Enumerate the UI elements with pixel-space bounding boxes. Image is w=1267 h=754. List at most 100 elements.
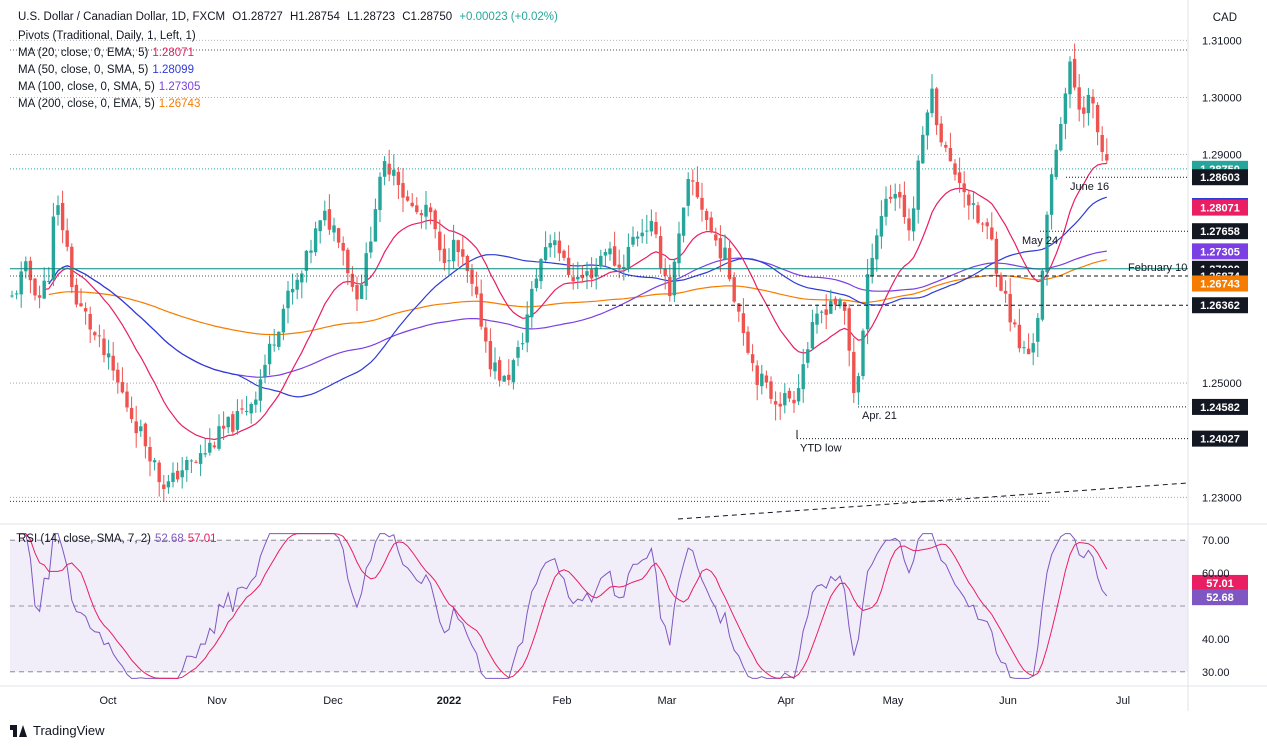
candle-body <box>806 349 810 363</box>
candle-body <box>235 411 240 430</box>
candle-body <box>677 233 681 264</box>
candle-body <box>24 261 28 272</box>
candle-body <box>1022 347 1026 349</box>
candle-body <box>350 273 355 287</box>
candle-body <box>129 408 134 420</box>
price-tick-label: 1.23000 <box>1202 492 1242 504</box>
candle-body <box>815 313 819 325</box>
candle-body <box>97 335 102 337</box>
candle-body <box>1063 93 1068 124</box>
legend-sma100-label: MA (100, close, 0, SMA, 5) <box>18 81 155 93</box>
rsi-legend[interactable]: RSI (14, close, SMA, 7, 2) 52.68 57.01 <box>18 531 217 548</box>
candle-body <box>557 240 562 254</box>
candle-body <box>83 308 88 312</box>
candle-body <box>56 205 60 215</box>
legend-ema20-label: MA (20, close, 0, EMA, 5) <box>18 47 149 59</box>
candle-body <box>907 218 911 231</box>
candle-body <box>392 169 396 176</box>
candle-body <box>1105 154 1109 161</box>
time-axis-label: Jun <box>999 695 1017 707</box>
candle-body <box>185 460 189 471</box>
candle-body <box>139 426 143 432</box>
candle-body <box>479 293 483 327</box>
candle-body <box>608 248 612 255</box>
price-tick-label: 1.29000 <box>1202 150 1242 162</box>
legend-ema20[interactable]: MA (20, close, 0, EMA, 5) 1.28071 <box>18 45 200 62</box>
candle-body <box>879 216 884 237</box>
legend-sma50-value: 1.28099 <box>152 64 194 76</box>
candle-body <box>635 236 640 239</box>
candle-body <box>663 268 667 276</box>
price-label-text: 1.24582 <box>1200 402 1240 414</box>
candle-body <box>727 248 732 280</box>
candle-body <box>212 445 217 448</box>
candle-body <box>180 470 184 478</box>
candle-body <box>884 198 888 217</box>
candle-body <box>217 426 221 449</box>
candle-body <box>562 250 566 258</box>
candle-body <box>175 470 180 480</box>
candle-body <box>318 220 322 232</box>
candle-body <box>346 249 350 274</box>
symbol-title: U.S. Dollar / Canadian Dollar, 1D, FXCM <box>18 11 226 23</box>
candle-body <box>465 256 470 272</box>
candle-body <box>723 247 727 260</box>
candle-body <box>957 172 962 183</box>
candle-body <box>461 249 465 257</box>
candle-body <box>700 197 704 210</box>
candle-body <box>553 240 557 246</box>
indicator-legend: Pivots (Traditional, Daily, 1, Left, 1) … <box>18 28 200 113</box>
candle-body <box>309 250 313 253</box>
candle-body <box>888 196 893 199</box>
candle-body <box>1077 87 1081 110</box>
candle-body <box>267 343 272 365</box>
candle-body <box>778 403 782 407</box>
candle-body <box>810 322 815 349</box>
time-axis-label: Jul <box>1116 695 1130 707</box>
rsi-legend-ma-value: 57.01 <box>187 533 217 545</box>
candle-body <box>47 280 51 282</box>
candle-body <box>539 259 543 282</box>
ohlc-low: L1.28723 <box>347 11 396 23</box>
candle-body <box>764 375 769 383</box>
candle-body <box>157 462 161 483</box>
candle-body <box>999 275 1003 291</box>
tradingview-icon <box>10 724 28 737</box>
price-label-level: 1.24027 <box>1192 430 1248 447</box>
legend-sma100[interactable]: MA (100, close, 0, SMA, 5) 1.27305 <box>18 79 200 96</box>
candle-body <box>1082 107 1086 114</box>
price-label-text: 1.28071 <box>1200 203 1240 215</box>
rsi-tick-label: 30.00 <box>1202 667 1230 679</box>
candle-body <box>428 207 433 213</box>
legend-ema200[interactable]: MA (200, close, 0, EMA, 5) 1.26743 <box>18 96 200 113</box>
candle-body <box>962 183 966 193</box>
candle-body <box>548 243 552 248</box>
legend-pivots[interactable]: Pivots (Traditional, Daily, 1, Left, 1) <box>18 28 200 45</box>
candle-body <box>194 461 198 463</box>
tradingview-logo[interactable]: TradingView <box>10 723 105 738</box>
candle-body <box>134 421 138 434</box>
candle-body <box>474 286 479 295</box>
candle-body <box>433 210 437 230</box>
candle-body <box>921 134 925 164</box>
price-tick-label: 1.30000 <box>1202 92 1242 104</box>
rsi-tick-label: 40.00 <box>1202 634 1230 646</box>
candle-body <box>10 295 14 297</box>
candle-body <box>14 293 19 295</box>
candle-body <box>28 260 33 281</box>
candle-body <box>792 399 796 404</box>
candle-body <box>106 353 111 358</box>
price-label-text: 1.28603 <box>1200 172 1240 184</box>
legend-sma50[interactable]: MA (50, close, 0, SMA, 5) 1.28099 <box>18 62 200 79</box>
candle-body <box>401 183 405 198</box>
candle-body <box>438 231 442 251</box>
price-label-box <box>1192 398 1248 415</box>
rsi-tick-label: 70.00 <box>1202 535 1230 547</box>
candle-body <box>967 194 971 206</box>
rsi-ma-value-label: 57.01 <box>1192 574 1248 591</box>
price-label-text: 1.26362 <box>1200 300 1240 312</box>
candle-body <box>286 290 290 309</box>
candle-body <box>916 160 920 210</box>
legend-ema200-label: MA (200, close, 0, EMA, 5) <box>18 98 155 110</box>
